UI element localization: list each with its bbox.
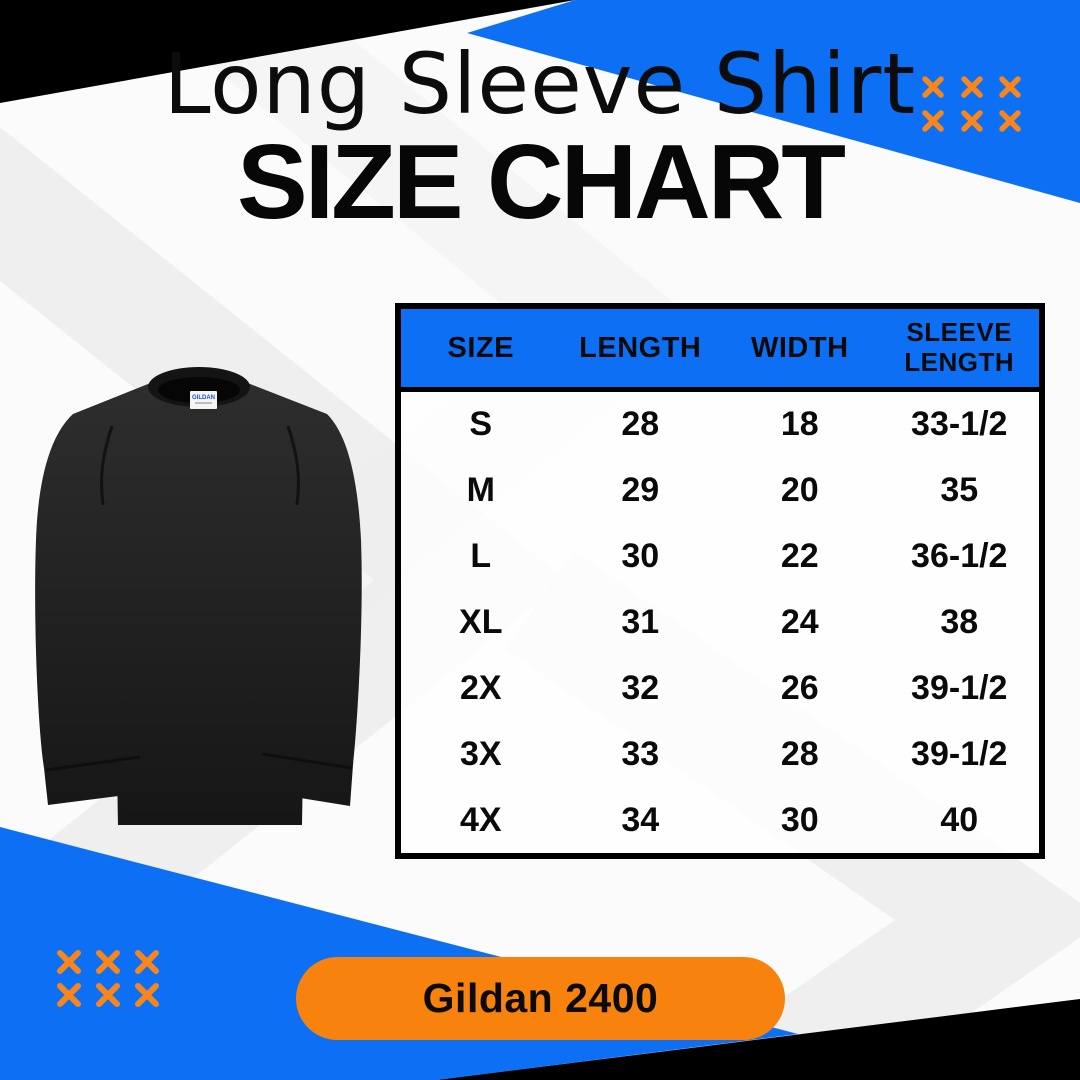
neck-label: GILDAN	[190, 391, 217, 409]
shirt-collar-opening	[158, 377, 240, 403]
table-cell: 20	[780, 471, 819, 510]
table-cell: 18	[780, 405, 819, 444]
table-row: XL 31 24 38	[401, 590, 1039, 656]
table-row: M 29 20 35	[401, 458, 1039, 524]
table-cell: 33-1/2	[911, 405, 1008, 444]
table-cell: 2X	[459, 668, 502, 707]
bottom-right-black-wedge	[437, 999, 1080, 1080]
table-row: L 30 22 36-1/2	[401, 524, 1039, 590]
x-marks-top-right-icon	[922, 76, 1021, 132]
title-script-line: Long Sleeve Shirt	[163, 35, 917, 133]
table-cell: 31	[621, 602, 660, 641]
shirt-body	[35, 375, 362, 825]
table-cell: 3X	[459, 734, 502, 773]
table-cell: 24	[780, 602, 819, 641]
table-row: 2X 32 26 39-1/2	[401, 655, 1039, 721]
table-cell: XL	[459, 602, 503, 641]
table-cell: 28	[780, 734, 819, 773]
table-cell: M	[466, 471, 495, 510]
column-header: SIZE	[447, 331, 514, 364]
table-cell: 40	[940, 800, 979, 839]
table-cell: 38	[940, 602, 979, 641]
table-cell: 39-1/2	[911, 668, 1008, 707]
table-row: 3X 33 28 39-1/2	[401, 721, 1039, 787]
table-cell: S	[469, 405, 493, 444]
size-table: SIZE LENGTH WIDTH SLEEVE LENGTH S 28 18 33-1/2…	[395, 303, 1045, 859]
table-cell: 32	[621, 668, 660, 707]
table-cell: 33	[621, 734, 660, 773]
table-cell: 22	[780, 537, 819, 576]
table-cell: 39-1/2	[911, 734, 1008, 773]
x-marks-bottom-left-icon	[57, 950, 159, 1007]
top-right-blue-wedge	[467, 0, 1080, 203]
table-cell: 4X	[459, 800, 502, 839]
table-cell: 35	[940, 471, 979, 510]
table-row: S 28 18 33-1/2	[401, 392, 1039, 458]
product-badge: Gildan 2400	[296, 957, 785, 1040]
shirt-seams	[45, 425, 353, 772]
title-block: Long Sleeve Shirt SIZE CHART	[80, 35, 1000, 242]
column-header: WIDTH	[750, 331, 849, 364]
table-cell: 29	[621, 471, 660, 510]
column-header: LENGTH	[579, 331, 702, 364]
top-left-black-wedge	[0, 0, 575, 103]
column-header: SLEEVE LENGTH	[904, 317, 1015, 377]
neck-label-brand: GILDAN	[192, 395, 215, 401]
table-row: 4X 34 30 40	[401, 787, 1039, 853]
page-title: SIZE CHART	[237, 123, 846, 242]
table-body: S 28 18 33-1/2 M 29 20 35 L 30 22 36-1/2 XL 31 24 38 2X 3…	[401, 392, 1039, 853]
table-cell: 34	[621, 800, 660, 839]
table-cell: 30	[621, 537, 660, 576]
long-sleeve-shirt-image: GILDAN	[35, 367, 362, 825]
table-cell: L	[470, 537, 492, 576]
table-cell: 26	[780, 668, 819, 707]
table-cell: 30	[780, 800, 819, 839]
product-badge-label: Gildan 2400	[422, 975, 659, 1021]
table-cell: 36-1/2	[911, 537, 1008, 576]
table-header-row: SIZE LENGTH WIDTH SLEEVE LENGTH	[401, 309, 1039, 392]
table-cell: 28	[621, 405, 660, 444]
